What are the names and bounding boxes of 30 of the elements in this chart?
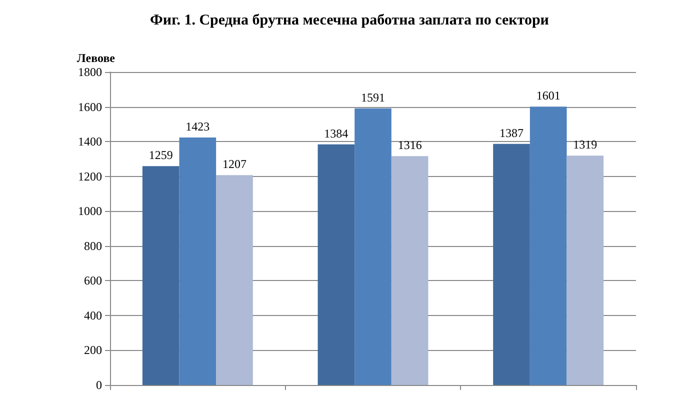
data-label: 1207 <box>222 157 246 172</box>
data-label: 1316 <box>398 138 422 152</box>
data-label: 1591 <box>361 90 385 104</box>
bar <box>179 138 216 385</box>
data-label: 1601 <box>536 88 560 103</box>
y-tick-label: 200 <box>84 343 102 358</box>
y-tick-label: 0 <box>96 378 102 392</box>
y-tick-label: 1000 <box>78 204 102 218</box>
bar <box>530 106 567 385</box>
bar <box>493 144 530 385</box>
y-tick-label: 1400 <box>78 134 102 149</box>
y-tick-label: 400 <box>84 308 102 322</box>
y-tick-label: 600 <box>84 274 102 288</box>
bar <box>566 156 604 385</box>
bar <box>354 108 392 385</box>
y-axis-title: Левове <box>76 51 116 65</box>
data-label: 1259 <box>148 148 173 162</box>
data-label: 1384 <box>324 126 348 140</box>
data-label: 1387 <box>500 126 524 140</box>
chart-title: Фиг. 1. Средна брутна месечна работна заплата по сектори <box>150 12 550 28</box>
y-tick-label: 1200 <box>78 169 102 184</box>
y-tick-label: 1800 <box>78 65 102 79</box>
data-label: 1319 <box>573 138 598 152</box>
data-label: 1423 <box>186 120 210 134</box>
y-tick-label: 800 <box>84 238 102 253</box>
bar <box>391 156 428 385</box>
bar <box>142 166 180 385</box>
bar <box>216 175 253 385</box>
bar <box>318 144 355 385</box>
y-tick-label: 1600 <box>78 100 102 114</box>
